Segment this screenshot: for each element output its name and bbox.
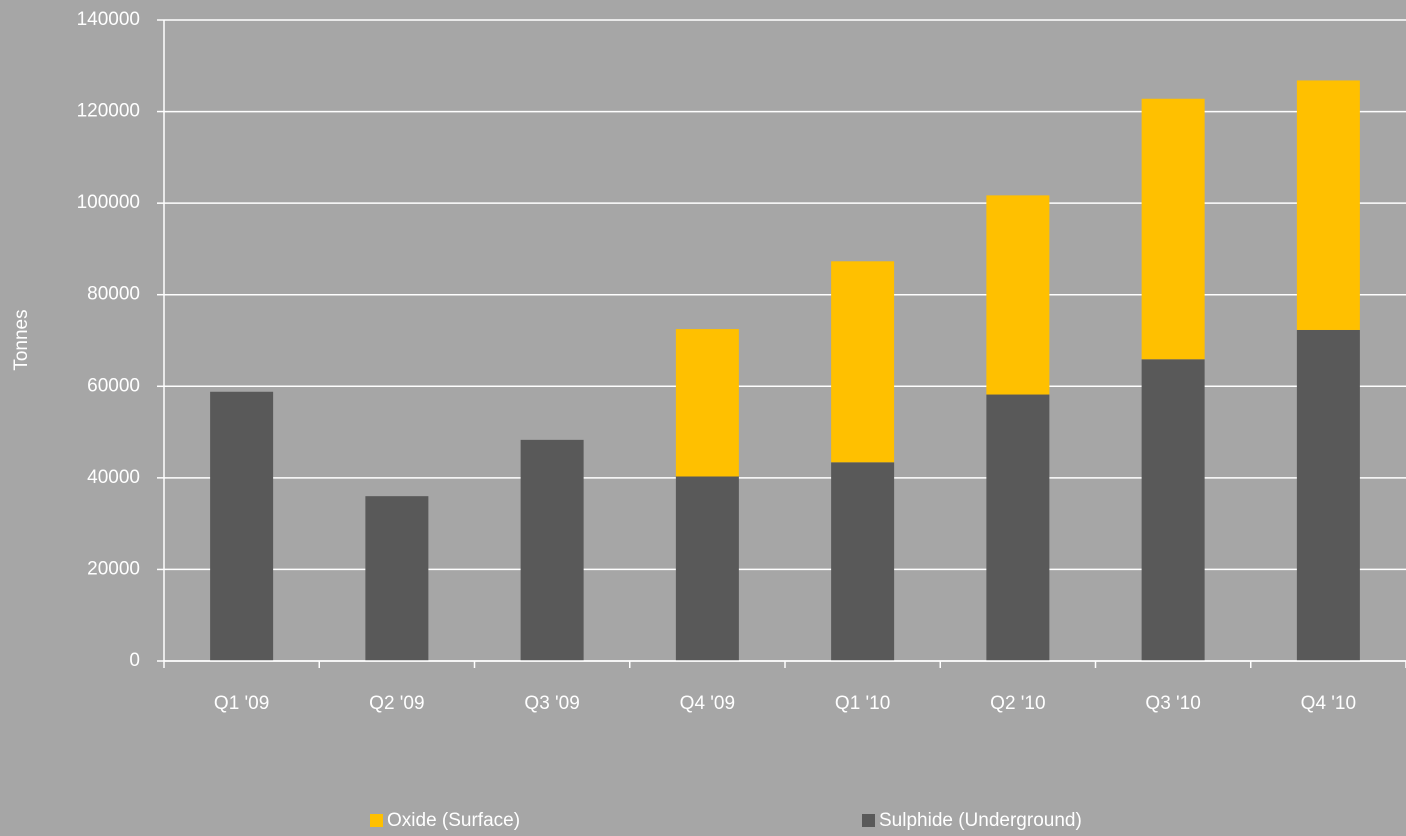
bar-segment	[520, 439, 584, 661]
y-tick-label: 40000	[87, 467, 140, 488]
bar-segment	[986, 394, 1050, 661]
x-tick-label: Q1 '10	[835, 693, 890, 714]
y-tick-label: 20000	[87, 558, 140, 579]
y-tick-label: 80000	[87, 284, 140, 305]
legend-swatch	[370, 814, 383, 827]
y-tick-label: 60000	[87, 375, 140, 396]
bar-segment	[831, 462, 895, 661]
bar-segment	[1296, 80, 1360, 330]
y-tick-label: 140000	[77, 9, 140, 30]
x-tick-label: Q3 '09	[524, 693, 579, 714]
y-tick-label: 0	[129, 650, 140, 671]
x-tick-label: Q1 '09	[214, 693, 269, 714]
x-tick-label: Q2 '09	[369, 693, 424, 714]
y-axis-label: Tonnes	[11, 309, 32, 370]
bar-segment	[986, 195, 1050, 395]
x-tick-label: Q3 '10	[1145, 693, 1200, 714]
bar-segment	[1141, 98, 1205, 360]
bar-segment	[831, 261, 895, 463]
legend-label: Sulphide (Underground)	[879, 810, 1082, 831]
bar-segment	[1141, 359, 1205, 661]
bar-segment	[675, 329, 739, 477]
bar-segment	[675, 476, 739, 661]
legend-swatch	[862, 814, 875, 827]
legend-label: Oxide (Surface)	[387, 810, 520, 831]
bar-segment	[210, 391, 274, 661]
bar-segment	[1296, 329, 1360, 661]
y-tick-label: 100000	[77, 192, 140, 213]
x-tick-label: Q4 '09	[680, 693, 735, 714]
y-tick-label: 120000	[77, 101, 140, 122]
x-tick-label: Q2 '10	[990, 693, 1045, 714]
bar-segment	[365, 496, 429, 661]
x-tick-label: Q4 '10	[1301, 693, 1356, 714]
